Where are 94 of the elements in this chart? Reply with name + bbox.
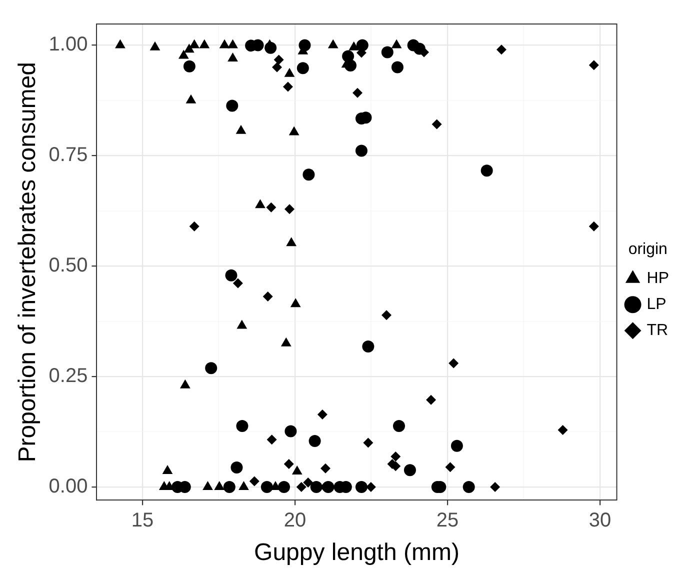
point xyxy=(362,340,374,352)
x-tick-label: 15 xyxy=(131,510,154,532)
point xyxy=(115,39,126,48)
legend-title: origin xyxy=(628,240,668,258)
x-tick-label: 20 xyxy=(284,510,306,532)
point xyxy=(296,482,306,492)
point xyxy=(178,50,189,59)
point xyxy=(392,420,405,432)
point xyxy=(162,465,173,474)
y-tick-label: 0.75 xyxy=(48,144,88,166)
point xyxy=(284,458,294,469)
point xyxy=(284,68,295,77)
point xyxy=(490,482,500,492)
point xyxy=(225,269,238,282)
point xyxy=(184,44,194,53)
point xyxy=(432,119,442,130)
point xyxy=(290,298,301,308)
point xyxy=(348,41,360,50)
point xyxy=(284,425,297,438)
point xyxy=(426,394,436,405)
point xyxy=(320,463,330,474)
point xyxy=(328,39,338,48)
point xyxy=(558,424,568,435)
point xyxy=(480,164,493,177)
point xyxy=(445,462,456,472)
legend-label: TR xyxy=(646,322,668,340)
legend-label: LP xyxy=(646,296,666,314)
point xyxy=(282,82,293,92)
point xyxy=(180,379,190,388)
point xyxy=(232,278,243,288)
point xyxy=(355,480,368,493)
point xyxy=(356,39,368,52)
point xyxy=(391,39,402,48)
y-tick-label: 1.00 xyxy=(48,34,88,56)
point xyxy=(496,44,506,55)
point xyxy=(249,476,260,486)
point xyxy=(381,46,394,58)
point xyxy=(236,420,248,432)
point xyxy=(260,480,273,493)
point xyxy=(450,440,463,452)
y-tick-label: 0.00 xyxy=(48,475,88,498)
y-tick-label: 0.25 xyxy=(48,365,88,388)
point xyxy=(266,434,277,445)
point xyxy=(448,358,459,368)
point xyxy=(280,337,292,346)
point xyxy=(355,144,368,157)
point xyxy=(262,292,273,302)
point xyxy=(219,39,230,48)
point xyxy=(272,62,282,72)
point xyxy=(366,482,376,492)
point xyxy=(284,204,294,214)
point xyxy=(404,464,416,476)
point xyxy=(288,126,300,136)
point xyxy=(296,62,309,74)
y-tick-label: 0.50 xyxy=(48,254,88,277)
y-axis-title: Proportion of invertebrates consumed xyxy=(14,62,42,462)
point xyxy=(255,199,266,208)
point xyxy=(352,88,363,98)
point xyxy=(286,237,297,246)
point xyxy=(236,320,248,329)
point xyxy=(588,60,599,70)
point xyxy=(303,478,314,488)
x-axis-title: Guppy length (mm) xyxy=(254,539,460,566)
point xyxy=(462,480,475,493)
point xyxy=(228,39,238,48)
legend-label: HP xyxy=(646,270,670,288)
point xyxy=(308,435,321,448)
point xyxy=(322,480,334,493)
point xyxy=(302,168,315,181)
point xyxy=(183,60,196,72)
point xyxy=(199,39,210,48)
point xyxy=(236,124,246,134)
point xyxy=(230,462,243,474)
point xyxy=(186,94,196,104)
x-tick-label: 30 xyxy=(588,510,612,532)
point xyxy=(317,410,328,420)
point xyxy=(390,451,401,462)
point xyxy=(391,61,404,74)
point xyxy=(413,42,426,55)
point xyxy=(278,480,290,493)
point xyxy=(189,221,200,232)
point xyxy=(189,39,200,48)
point xyxy=(363,438,374,448)
point xyxy=(274,54,284,65)
point xyxy=(205,362,218,374)
point xyxy=(226,100,238,112)
point xyxy=(588,221,599,232)
point xyxy=(381,310,392,320)
point xyxy=(223,480,236,493)
point xyxy=(150,41,160,50)
x-tick-label: 25 xyxy=(436,510,459,532)
point xyxy=(266,202,276,212)
point xyxy=(228,52,238,62)
point xyxy=(310,480,322,493)
